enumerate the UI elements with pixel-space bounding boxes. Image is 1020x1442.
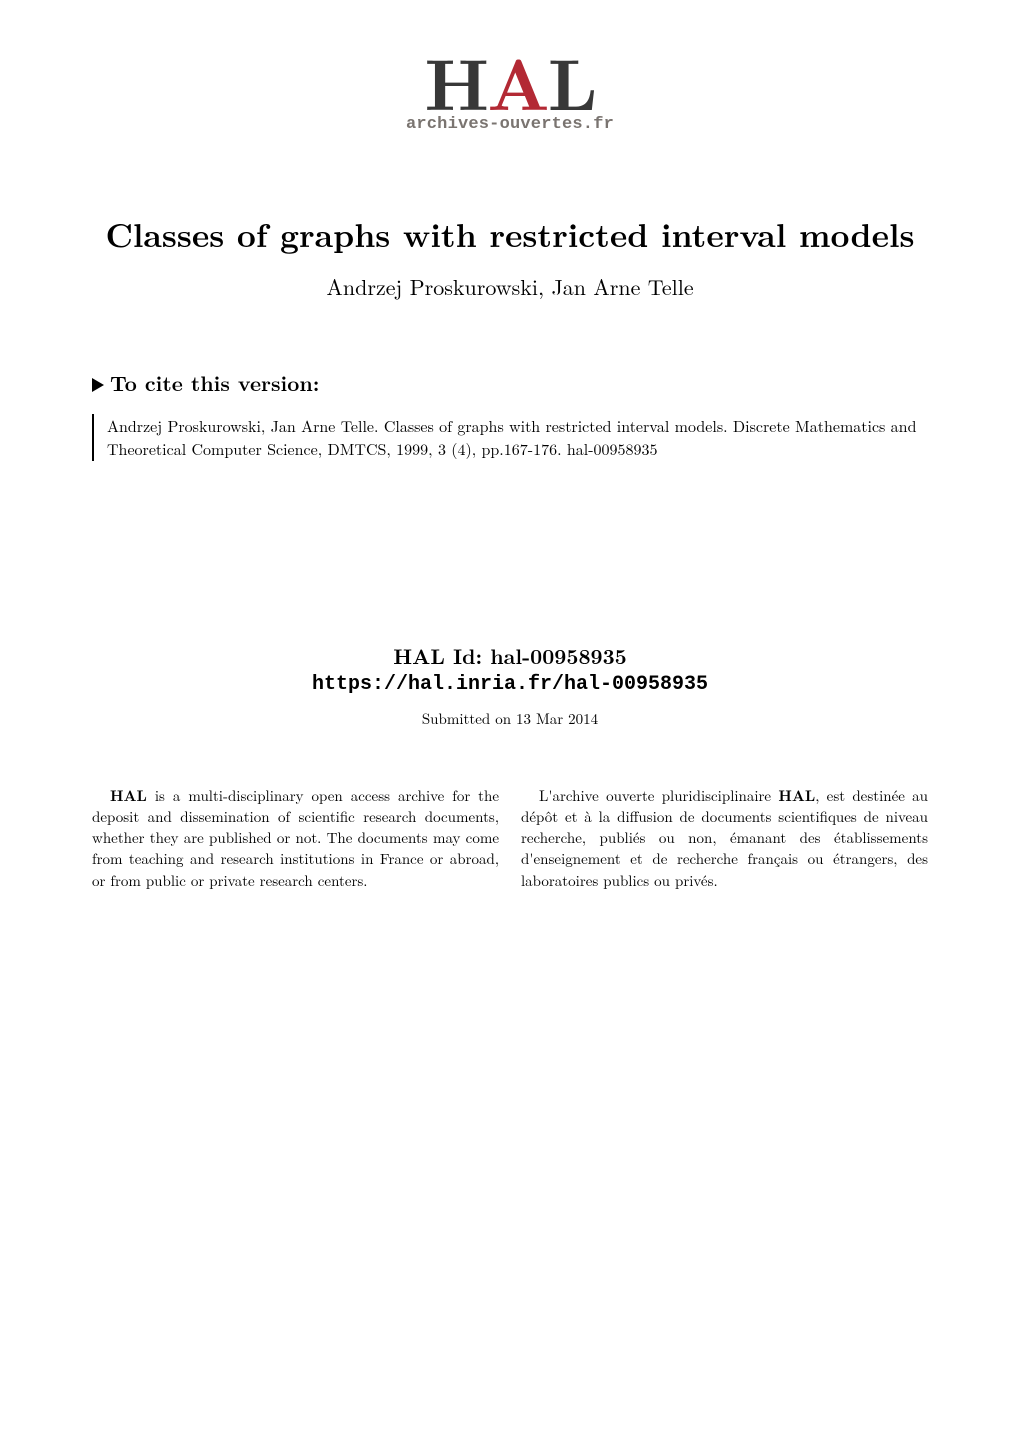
logo-area: HAL archives-ouvertes.fr bbox=[92, 50, 928, 134]
play-icon bbox=[92, 378, 104, 392]
hal-logo: HAL archives-ouvertes.fr bbox=[406, 50, 614, 134]
logo-letters: HAL bbox=[406, 50, 614, 111]
cite-section: To cite this version: Andrzej Proskurows… bbox=[92, 368, 928, 460]
hal-bold-right: HAL bbox=[778, 785, 815, 806]
paper-title: Classes of graphs with restricted interv… bbox=[92, 210, 928, 257]
hal-id-section: HAL Id: hal-00958935 https://hal.inria.f… bbox=[92, 641, 928, 696]
logo-letter-a: A bbox=[487, 29, 548, 132]
hal-id: HAL Id: hal-00958935 bbox=[92, 641, 928, 671]
cite-heading: To cite this version: bbox=[92, 368, 928, 398]
abstract-left-text: is a multi-disciplinary open access arch… bbox=[92, 785, 499, 891]
abstract-right-column: L'archive ouverte pluridisciplinaire HAL… bbox=[521, 785, 928, 891]
paper-authors: Andrzej Proskurowski, Jan Arne Telle bbox=[92, 271, 928, 302]
abstract-left-column: HAL is a multi-disciplinary open access … bbox=[92, 785, 499, 891]
abstract-right-text1: L'archive ouverte pluridisciplinaire bbox=[539, 785, 778, 806]
page-container: HAL archives-ouvertes.fr Classes of grap… bbox=[0, 0, 1020, 1442]
cite-heading-text: To cite this version: bbox=[110, 368, 319, 398]
citation-text: Andrzej Proskurowski, Jan Arne Telle. Cl… bbox=[92, 414, 928, 460]
abstract-right-para: L'archive ouverte pluridisciplinaire HAL… bbox=[521, 785, 928, 891]
submitted-date: Submitted on 13 Mar 2014 bbox=[92, 708, 928, 729]
abstract-left-para: HAL is a multi-disciplinary open access … bbox=[92, 785, 499, 891]
abstract-columns: HAL is a multi-disciplinary open access … bbox=[92, 785, 928, 891]
hal-url: https://hal.inria.fr/hal-00958935 bbox=[92, 673, 928, 696]
hal-bold-left: HAL bbox=[110, 785, 147, 806]
